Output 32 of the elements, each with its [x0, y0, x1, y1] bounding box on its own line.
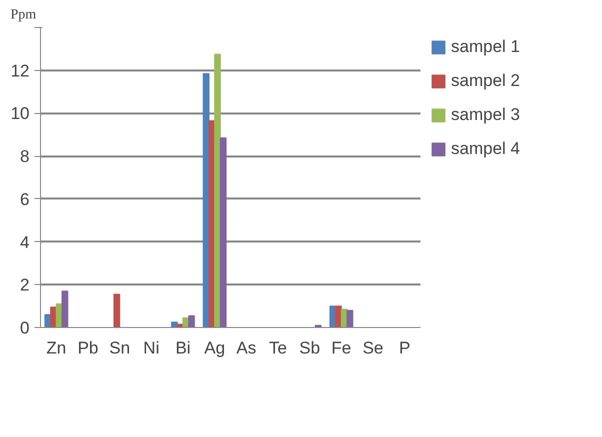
bar: [188, 315, 195, 328]
x-tick-label: Se: [362, 338, 384, 358]
x-tick-label: Bi: [175, 338, 191, 358]
bar: [62, 290, 68, 328]
legend-label: sampel 4: [451, 139, 520, 159]
legend-label: sampel 2: [451, 71, 520, 91]
x-tick-label: Sn: [109, 338, 130, 358]
x-tick-label: Ag: [204, 338, 226, 358]
y-tick-label: 6: [20, 190, 30, 209]
y-tick-label: 2: [20, 276, 30, 295]
y-tick-label: 12: [10, 61, 30, 80]
x-tick-label: Zn: [46, 338, 66, 358]
y-tick-label: 8: [20, 147, 30, 166]
bar: [346, 310, 354, 328]
x-tick-label: Ni: [143, 338, 160, 358]
x-tick-label: As: [236, 338, 256, 358]
x-tick-label: Fe: [331, 338, 352, 358]
bar: [171, 322, 178, 328]
x-tick-label: Te: [269, 338, 287, 358]
legend-label: sampel 1: [451, 37, 520, 57]
bar: [220, 137, 227, 328]
y-tick-label: 0: [20, 318, 30, 338]
x-tick-label: Pb: [78, 338, 98, 358]
y-axis-title: Ppm: [10, 8, 36, 22]
x-tick-label: P: [398, 338, 410, 358]
legend-label: sampel 3: [451, 105, 520, 125]
x-tick-label: Sb: [299, 338, 320, 358]
bar: [113, 294, 120, 328]
y-tick-label: 10: [10, 104, 30, 124]
y-tick-label: 4: [20, 232, 30, 252]
bar: [214, 54, 221, 328]
bar: [335, 306, 342, 328]
